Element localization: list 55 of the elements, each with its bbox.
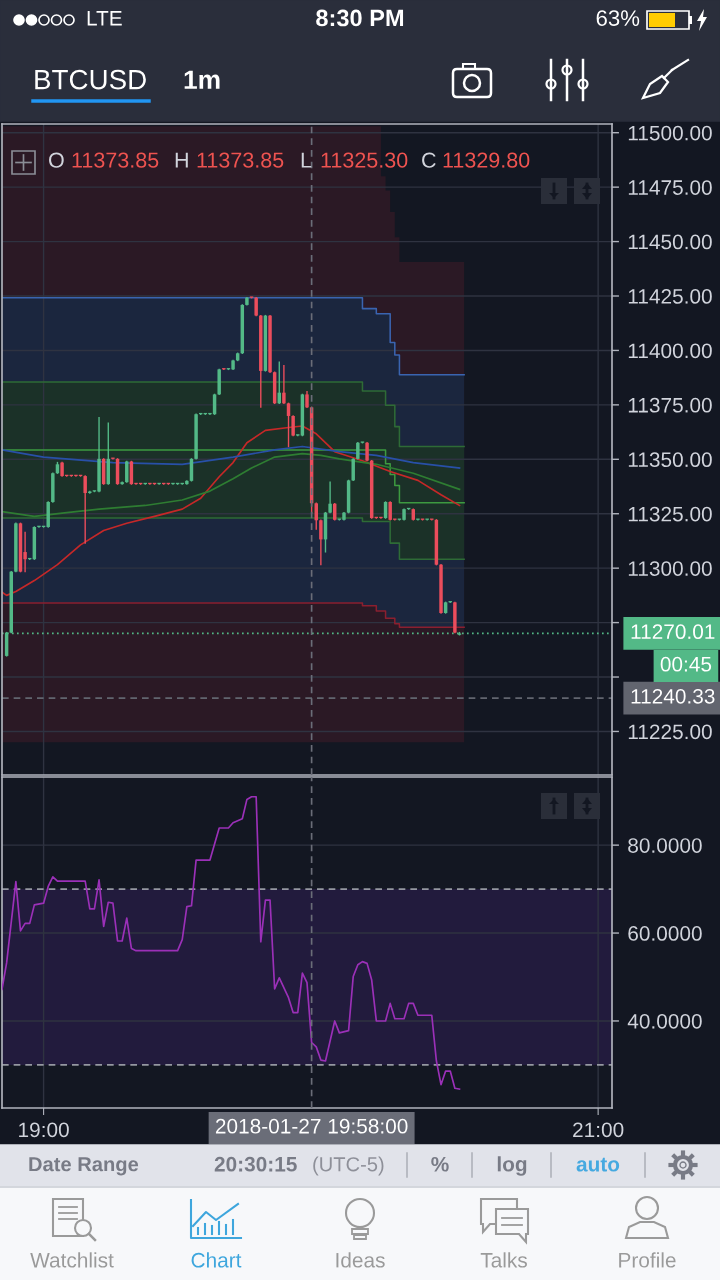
candlestick	[125, 460, 129, 483]
y-tick-label: 11450.00	[628, 234, 712, 250]
annotation: 11325.30	[321, 152, 408, 168]
text: Chart	[191, 1252, 242, 1268]
ref-line-label: 11240.33	[631, 688, 715, 704]
text: Talks	[480, 1252, 527, 1268]
line-series	[2, 445, 461, 469]
chart-subtitle: 1m	[184, 70, 220, 89]
x-tick-label: 19:00	[19, 1122, 69, 1138]
y-tick-label: 11425.00	[628, 289, 712, 304]
annotation: H	[175, 152, 188, 168]
text: Watchlist	[30, 1252, 114, 1268]
text: 8:30 PM	[316, 9, 404, 27]
line-series	[2, 452, 461, 518]
y-tick-label: 11300.00	[628, 561, 712, 576]
y-tick-label: 11500.00	[628, 125, 712, 141]
text: 00:45	[660, 656, 712, 672]
y-tick-label: 60.0000	[628, 926, 702, 941]
line-series	[2, 795, 461, 1090]
y-tick-label: 11350.00	[628, 452, 712, 468]
candlestick	[319, 519, 323, 566]
x-tick-label: 21:00	[573, 1122, 624, 1138]
annotation: L	[301, 152, 312, 168]
ref-line-label: 2018-01-27 19:58:00	[215, 1118, 408, 1134]
y-tick-label: 11325.00	[628, 506, 712, 522]
y-tick-label: 11375.00	[628, 397, 712, 413]
text: Profile	[619, 1252, 676, 1268]
y-tick-label: 11225.00	[628, 724, 712, 740]
text: auto	[576, 1157, 620, 1172]
y-tick-label: 40.0000	[627, 1013, 702, 1029]
y-tick-label: 11475.00	[628, 180, 712, 195]
candlestick	[282, 364, 286, 405]
candlestick	[291, 415, 295, 437]
text: Ideas	[336, 1252, 385, 1268]
text: %	[431, 1156, 449, 1172]
ref-line-label: 11270.01	[631, 624, 715, 640]
y-tick-label: 80.0000	[628, 838, 702, 853]
text: Date Range	[29, 1157, 139, 1176]
text: 63%	[596, 10, 640, 26]
text: (UTC-5)	[313, 1156, 384, 1176]
annotation: C	[422, 152, 436, 168]
line-series	[2, 425, 461, 597]
candlestick	[83, 475, 87, 544]
y-tick-label: 11400.00	[628, 343, 712, 359]
candlestick	[328, 481, 332, 514]
annotation: 11329.80	[443, 152, 530, 168]
annotation: 11373.85	[197, 152, 284, 168]
candlestick	[351, 458, 355, 482]
text: 20:30:15	[214, 1156, 297, 1172]
candlestick	[120, 481, 124, 485]
text: LTE	[87, 11, 122, 26]
chart-title: BTCUSD	[35, 69, 146, 90]
text: log	[497, 1156, 527, 1176]
annotation: 11373.85	[72, 152, 159, 168]
annotation: O	[49, 152, 64, 168]
